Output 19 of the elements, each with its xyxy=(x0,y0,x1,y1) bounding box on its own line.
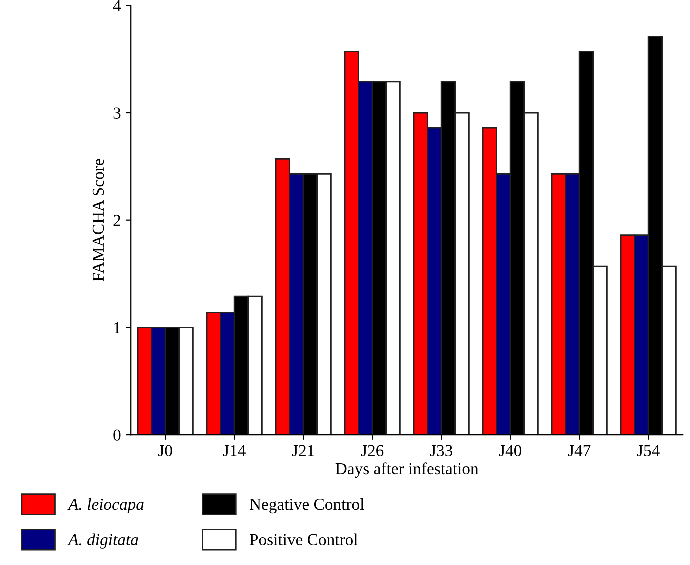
x-tick-label: J47 xyxy=(568,445,591,456)
y-axis-title: FAMACHA Score xyxy=(92,159,104,282)
y-tick-label: 3 xyxy=(114,108,121,119)
legend-label: A. leiocapa xyxy=(68,498,144,514)
x-tick-label: J0 xyxy=(158,445,172,456)
y-tick-label: 1 xyxy=(114,322,120,334)
legend-label: Positive Control xyxy=(250,534,358,546)
x-tick-label: J26 xyxy=(361,445,384,456)
y-tick-label: 4 xyxy=(113,0,122,12)
legend-label: A. digitata xyxy=(68,534,138,549)
x-tick-label: J14 xyxy=(223,445,246,456)
y-tick-label: 0 xyxy=(114,430,121,441)
y-tick-label: 2 xyxy=(114,215,120,226)
legend-label: Negative Control xyxy=(250,498,364,514)
x-axis-title: Days after infestation xyxy=(336,462,479,478)
x-tick-label: J21 xyxy=(292,445,314,456)
x-tick-label: J54 xyxy=(637,445,660,456)
x-tick-label: J40 xyxy=(499,445,522,456)
x-tick-label: J33 xyxy=(430,445,453,456)
